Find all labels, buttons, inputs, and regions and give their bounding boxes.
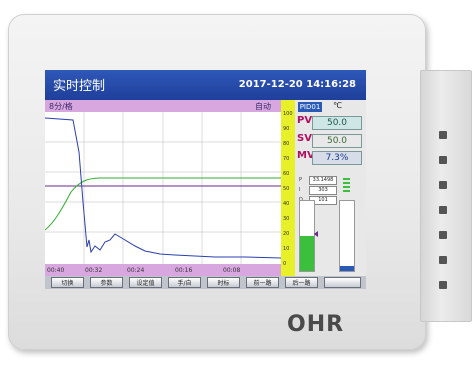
pv-label: PV [297,115,313,126]
pv-trend-line [45,117,281,259]
time-label: 00:32 [85,267,103,274]
gauge-tick: 50 [283,186,290,192]
gauge-tick: 90 [283,126,290,132]
brand-logo: OHR [287,312,345,337]
blank-softkey-button[interactable] [324,277,361,288]
p-value: 33.1498 [309,176,337,185]
timescale-button[interactable]: 时标 [207,277,240,288]
pv-mini-gauge [299,200,318,272]
trend-plot [45,112,281,264]
manual-auto-button[interactable]: 手/自 [168,277,201,288]
status-indicator [343,182,350,184]
switch-button[interactable]: 切换 [51,277,84,288]
sv-value[interactable]: 50.0 [312,134,362,148]
time-scale-label: 8分/格 [49,102,73,111]
loop-label: PID01 [298,102,322,112]
datetime-display: 2017-12-20 14:16:28 [238,79,356,90]
pv-value: 50.0 [312,116,362,130]
softkey-bar: 切换 参数 设定值 手/自 时标 前一路 后一路 [45,276,366,289]
time-label: 00:24 [127,267,145,274]
chart-header: 8分/格 自动 [45,100,281,112]
pv-bar-gauge: 100 90 80 70 60 50 40 30 20 10 0 [281,100,295,276]
title-bar: 实时控制 2017-12-20 14:16:28 [45,70,366,100]
vent-slot [439,181,447,189]
gauge-tick: 80 [283,141,290,147]
trend-chart: 8分/格 自动 00:40 00:32 00:24 00:16 [45,100,281,276]
pv-mini-gauge-fill [300,236,314,271]
time-label: 00:16 [175,267,193,274]
gauge-tick: 60 [283,171,290,177]
mv-mini-gauge-fill [340,266,354,271]
unit-label: ℃ [333,101,342,110]
gauge-tick: 70 [283,156,290,162]
sv-label: SV [297,133,312,144]
control-mode-label: 自动 [255,102,271,111]
vent-slot [439,206,447,214]
time-label: 00:40 [47,267,65,274]
vent-slot [439,281,447,289]
gauge-tick: 100 [283,111,293,117]
p-label: P [299,177,303,183]
vent-slot [439,256,447,264]
mv-value: 7.3% [312,151,362,165]
time-axis: 00:40 00:32 00:24 00:16 00:08 [45,264,281,276]
vent-slot [439,231,447,239]
vent-slot [439,131,447,139]
lcd-screen: 实时控制 2017-12-20 14:16:28 8分/格 自动 [45,70,366,289]
setpoint-button[interactable]: 设定值 [129,277,162,288]
gauge-tick: 30 [283,216,290,222]
setpoint-marker-icon [314,231,318,237]
device-side-housing [420,70,472,322]
gauge-tick: 0 [283,261,287,267]
vent-slot [439,156,447,164]
i-value: 303 [309,186,337,195]
gauge-tick: 20 [283,231,290,237]
time-label: 00:08 [223,267,241,274]
previous-loop-button[interactable]: 前一路 [246,277,279,288]
gauge-tick: 40 [283,201,290,207]
params-button[interactable]: 参数 [90,277,123,288]
next-loop-button[interactable]: 后一路 [285,277,318,288]
screen-title: 实时控制 [53,79,106,94]
chart-grid [45,112,281,264]
status-indicator [343,186,350,188]
gauge-tick: 10 [283,246,290,252]
i-label: I [299,187,301,193]
status-indicator [343,178,350,180]
status-indicator [343,190,350,192]
pid-panel: PID01 ℃ PV 50.0 SV 50.0 MV 7.3% P 33.149… [295,100,366,276]
output-trend-line [45,177,281,231]
mv-label: MV [297,150,315,161]
mv-mini-gauge [339,200,355,272]
